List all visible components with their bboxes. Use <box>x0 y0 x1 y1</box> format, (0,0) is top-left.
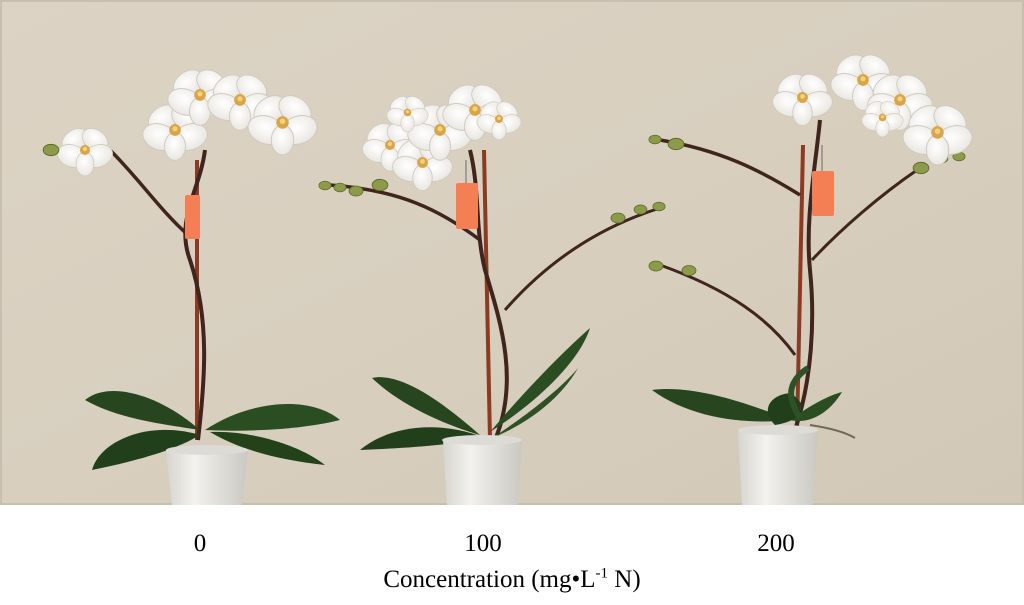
axis-title: Concentration (mg•L-1 N) <box>383 566 640 594</box>
orchid-plant-100 <box>318 78 666 505</box>
concentration-label-0: 0 <box>193 530 207 557</box>
orchid-photo <box>0 0 1024 505</box>
concentration-label-200: 200 <box>757 530 795 557</box>
axis-title-main: Concentration (mg•L <box>383 566 596 593</box>
orchid-plant-200 <box>648 48 975 505</box>
axis-title-exponent: -1 <box>595 565 609 582</box>
axis-title-unit: N) <box>608 566 641 593</box>
orchid-plant-0 <box>42 63 340 505</box>
concentration-label-100: 100 <box>464 530 502 557</box>
